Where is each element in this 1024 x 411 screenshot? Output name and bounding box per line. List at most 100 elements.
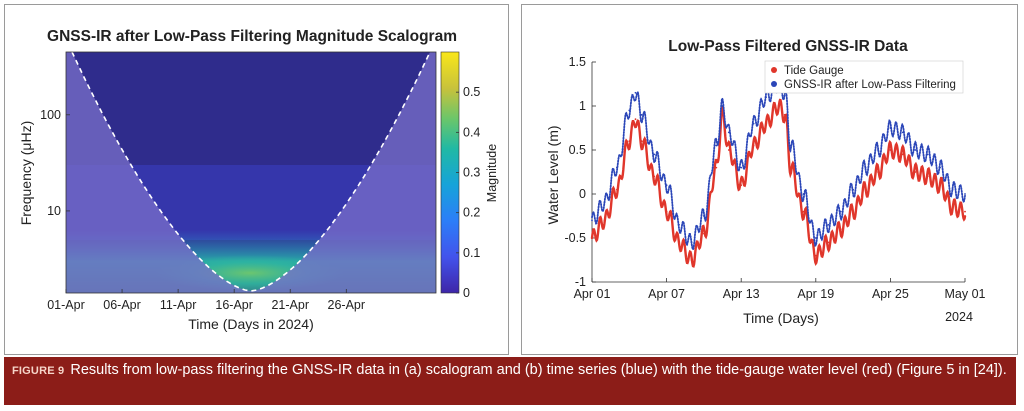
legend-gnss-label: GNSS-IR after Low-Pass Filtering: [784, 79, 956, 91]
data-point-gnss-ir: [678, 223, 680, 226]
data-point-tide-gauge: [901, 153, 904, 156]
data-point-tide-gauge: [740, 184, 743, 187]
data-point-gnss-ir: [914, 149, 917, 151]
scalogram-x-tick-label: 01-Apr: [47, 298, 85, 312]
colorbar-ticks: 0 0.1 0.2 0.3 0.4 0.5: [456, 85, 480, 300]
scalogram-chart: GNSS-IR after Low-Pass Filtering Magnitu…: [18, 28, 499, 332]
data-point-tide-gauge: [703, 232, 705, 235]
cone-of-influence-boundary: [71, 52, 431, 292]
data-point-tide-gauge: [591, 237, 593, 239]
timeseries-x-tick-label: Apr 13: [723, 287, 760, 301]
timeseries-series: [590, 75, 967, 268]
legend-tide-marker: [771, 67, 777, 73]
timeseries-title: Low-Pass Filtered GNSS-IR Data: [668, 38, 908, 55]
legend: Tide Gauge GNSS-IR after Low-Pass Filter…: [764, 60, 964, 94]
timeseries-x-tick-label: Apr 01: [574, 287, 611, 301]
timeseries-x-tick-label: Apr 25: [872, 287, 909, 301]
data-point-gnss-ir: [951, 188, 954, 191]
data-point-gnss-ir: [634, 91, 637, 94]
timeseries-year-label: 2024: [945, 310, 973, 324]
colorbar-label: Magnitude: [485, 144, 499, 202]
timeseries-x-tick-label: May 01: [945, 287, 986, 301]
data-point-gnss-ir: [839, 210, 842, 213]
figure-label: FIGURE 9: [12, 365, 65, 377]
scalogram-x-tick-label: 06-Apr: [103, 298, 141, 312]
data-point-gnss-ir: [721, 105, 724, 107]
panel-scalogram: GNSS-IR after Low-Pass Filtering Magnitu…: [4, 4, 509, 355]
timeseries-y-tick-label: -0.5: [564, 231, 586, 245]
data-point-tide-gauge: [783, 113, 786, 116]
figure-caption: FIGURE 9 Results from low-pass filtering …: [4, 357, 1016, 405]
data-point-gnss-ir: [827, 223, 830, 226]
data-point-gnss-ir: [752, 122, 755, 125]
scalogram-x-tick-label: 26-Apr: [328, 298, 366, 312]
colorbar-tick-label: 0.5: [463, 85, 480, 99]
colorbar-tick-label: 0.2: [463, 206, 480, 220]
data-point-tide-gauge: [765, 122, 767, 125]
data-point-tide-gauge: [852, 210, 854, 213]
data-point-tide-gauge: [802, 210, 805, 213]
data-point-tide-gauge: [889, 149, 892, 151]
data-point-tide-gauge: [939, 184, 941, 187]
data-point-gnss-ir: [727, 131, 730, 134]
data-point-gnss-ir: [665, 184, 668, 187]
data-point-tide-gauge: [864, 188, 867, 191]
data-point-tide-gauge: [951, 206, 954, 209]
data-point-tide-gauge: [964, 210, 966, 213]
data-point-gnss-ir: [790, 144, 792, 147]
scalogram-x-tick-label: 16-Apr: [215, 298, 253, 312]
data-point-tide-gauge: [690, 259, 693, 261]
scalogram-y-tick-label: 10: [47, 204, 61, 218]
data-point-tide-gauge: [926, 175, 929, 178]
timeseries-x-tick-label: Apr 19: [797, 287, 834, 301]
scalogram-x-tick-label: 21-Apr: [271, 298, 309, 312]
data-point-gnss-ir: [814, 237, 817, 239]
data-point-gnss-ir: [889, 127, 892, 129]
data-point-gnss-ir: [715, 144, 718, 147]
data-point-gnss-ir: [653, 153, 656, 156]
timeseries-y-tick-label: -1: [575, 275, 586, 289]
data-point-tide-gauge: [616, 188, 618, 191]
panel-timeseries: Low-Pass Filtered GNSS-IR Data -1 -0.5 0 0.…: [521, 4, 1018, 355]
data-point-gnss-ir: [926, 153, 929, 156]
data-point-tide-gauge: [715, 166, 718, 169]
data-point-gnss-ir: [802, 193, 805, 195]
data-point-gnss-ir: [603, 201, 606, 204]
data-point-tide-gauge: [678, 241, 680, 244]
cone-of-influence-right: [251, 52, 436, 293]
scalogram-x-tick-label: 11-Apr: [160, 298, 197, 312]
colorbar-tick-label: 0: [463, 286, 470, 300]
data-point-tide-gauge: [640, 140, 643, 143]
scalogram-x-label: Time (Days in 2024): [188, 316, 314, 332]
timeseries-y-tick-label: 1.5: [569, 55, 586, 69]
data-point-gnss-ir: [591, 219, 593, 222]
data-point-gnss-ir: [640, 113, 643, 116]
series-line-tide-gauge: [590, 98, 967, 268]
data-point-tide-gauge: [839, 228, 842, 231]
timeseries-y-label: Water Level (m): [545, 125, 561, 224]
data-point-gnss-ir: [765, 96, 767, 99]
cone-of-influence-left: [66, 52, 251, 293]
data-point-tide-gauge: [653, 175, 656, 178]
data-point-tide-gauge: [752, 144, 755, 147]
timeseries-axes: -1 -0.5 0 0.5 1 1.5 Apr 01 Apr 07 Apr 13 Apr 19 Ap…: [564, 55, 985, 301]
data-point-tide-gauge: [628, 140, 631, 143]
timeseries-y-tick-label: 1: [579, 99, 586, 113]
data-point-gnss-ir: [864, 166, 867, 169]
timeseries-chart: Low-Pass Filtered GNSS-IR Data -1 -0.5 0 0.…: [545, 38, 986, 326]
data-point-gnss-ir: [901, 131, 904, 134]
data-point-tide-gauge: [634, 118, 637, 121]
data-point-tide-gauge: [721, 113, 724, 116]
scalogram-y-tick-label: 100: [40, 108, 61, 122]
data-point-gnss-ir: [703, 215, 705, 217]
data-point-tide-gauge: [877, 171, 879, 173]
timeseries-x-tick-label: Apr 07: [648, 287, 685, 301]
data-point-tide-gauge: [827, 241, 830, 244]
legend-tide-label: Tide Gauge: [784, 65, 844, 77]
scalogram-y-label: Frequency (μHz): [18, 121, 34, 226]
data-point-gnss-ir: [877, 149, 879, 151]
timeseries-y-tick-label: 0: [579, 187, 586, 201]
colorbar-tick-label: 0.3: [463, 166, 480, 180]
data-point-gnss-ir: [740, 166, 743, 169]
timeseries-y-tick-label: 0.5: [569, 143, 586, 157]
